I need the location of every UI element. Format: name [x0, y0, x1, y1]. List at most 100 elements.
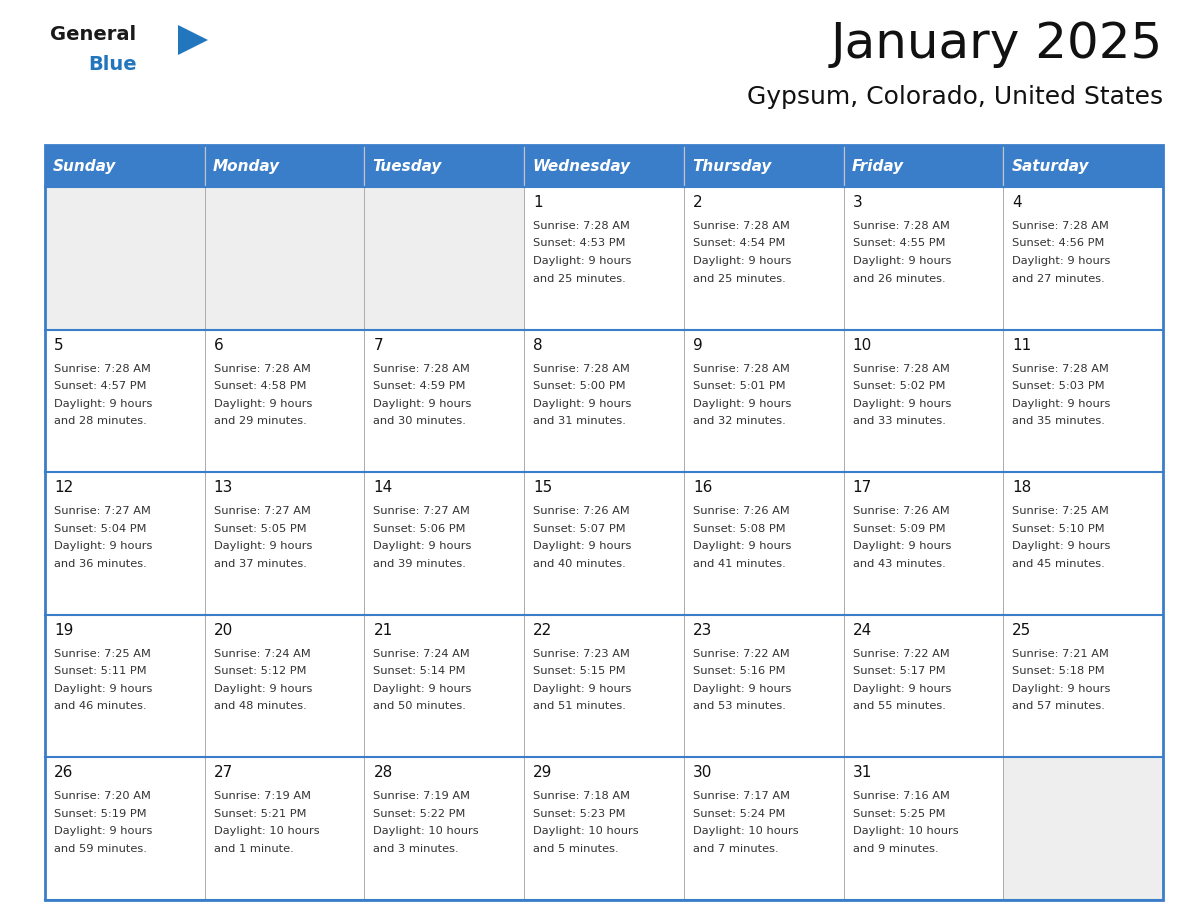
Text: Sunrise: 7:28 AM: Sunrise: 7:28 AM — [693, 221, 790, 231]
Text: Sunset: 5:12 PM: Sunset: 5:12 PM — [214, 666, 307, 677]
Text: Daylight: 10 hours: Daylight: 10 hours — [853, 826, 959, 836]
Text: and 35 minutes.: and 35 minutes. — [1012, 416, 1105, 426]
Text: and 29 minutes.: and 29 minutes. — [214, 416, 307, 426]
Text: Sunset: 5:25 PM: Sunset: 5:25 PM — [853, 809, 946, 819]
Text: Daylight: 9 hours: Daylight: 9 hours — [533, 542, 632, 551]
Text: Daylight: 9 hours: Daylight: 9 hours — [1012, 398, 1111, 409]
Text: Sunset: 5:06 PM: Sunset: 5:06 PM — [373, 523, 466, 533]
Text: Daylight: 9 hours: Daylight: 9 hours — [53, 398, 152, 409]
Text: Daylight: 9 hours: Daylight: 9 hours — [693, 542, 791, 551]
Text: 24: 24 — [853, 622, 872, 638]
Text: and 57 minutes.: and 57 minutes. — [1012, 701, 1105, 711]
Text: 20: 20 — [214, 622, 233, 638]
FancyBboxPatch shape — [1004, 615, 1163, 757]
Text: Tuesday: Tuesday — [372, 159, 442, 174]
Text: and 41 minutes.: and 41 minutes. — [693, 559, 785, 568]
Text: 17: 17 — [853, 480, 872, 495]
Text: 12: 12 — [53, 480, 74, 495]
FancyBboxPatch shape — [843, 330, 1004, 472]
Text: 19: 19 — [53, 622, 74, 638]
Text: Daylight: 9 hours: Daylight: 9 hours — [693, 684, 791, 694]
Text: and 53 minutes.: and 53 minutes. — [693, 701, 785, 711]
Text: Sunset: 5:22 PM: Sunset: 5:22 PM — [373, 809, 466, 819]
Text: and 9 minutes.: and 9 minutes. — [853, 844, 939, 854]
Text: Sunset: 5:04 PM: Sunset: 5:04 PM — [53, 523, 146, 533]
Text: Daylight: 10 hours: Daylight: 10 hours — [214, 826, 320, 836]
Text: Sunset: 5:05 PM: Sunset: 5:05 PM — [214, 523, 307, 533]
Text: Sunset: 5:24 PM: Sunset: 5:24 PM — [693, 809, 785, 819]
Text: Sunrise: 7:28 AM: Sunrise: 7:28 AM — [533, 221, 630, 231]
Text: and 3 minutes.: and 3 minutes. — [373, 844, 459, 854]
Text: Sunrise: 7:28 AM: Sunrise: 7:28 AM — [1012, 364, 1110, 374]
Text: Wednesday: Wednesday — [532, 159, 631, 174]
Text: Daylight: 9 hours: Daylight: 9 hours — [53, 684, 152, 694]
Text: and 27 minutes.: and 27 minutes. — [1012, 274, 1105, 284]
Text: Sunset: 5:00 PM: Sunset: 5:00 PM — [533, 381, 626, 391]
Text: Daylight: 9 hours: Daylight: 9 hours — [214, 542, 312, 551]
Text: 28: 28 — [373, 766, 393, 780]
Text: Sunrise: 7:24 AM: Sunrise: 7:24 AM — [373, 649, 470, 659]
Text: 21: 21 — [373, 622, 393, 638]
FancyBboxPatch shape — [684, 615, 843, 757]
Text: and 46 minutes.: and 46 minutes. — [53, 701, 146, 711]
Text: Sunrise: 7:25 AM: Sunrise: 7:25 AM — [53, 649, 151, 659]
Text: Daylight: 9 hours: Daylight: 9 hours — [373, 398, 472, 409]
Text: and 25 minutes.: and 25 minutes. — [693, 274, 785, 284]
Text: Sunrise: 7:28 AM: Sunrise: 7:28 AM — [53, 364, 151, 374]
Text: Sunrise: 7:28 AM: Sunrise: 7:28 AM — [533, 364, 630, 374]
Text: and 1 minute.: and 1 minute. — [214, 844, 293, 854]
Text: General: General — [50, 25, 137, 44]
Text: Sunset: 5:19 PM: Sunset: 5:19 PM — [53, 809, 146, 819]
Text: and 7 minutes.: and 7 minutes. — [693, 844, 778, 854]
Text: Sunrise: 7:18 AM: Sunrise: 7:18 AM — [533, 791, 630, 801]
Text: 16: 16 — [693, 480, 713, 495]
Text: Sunrise: 7:28 AM: Sunrise: 7:28 AM — [1012, 221, 1110, 231]
Text: and 40 minutes.: and 40 minutes. — [533, 559, 626, 568]
FancyBboxPatch shape — [365, 145, 524, 187]
Text: Sunrise: 7:20 AM: Sunrise: 7:20 AM — [53, 791, 151, 801]
Text: 2: 2 — [693, 195, 702, 210]
Text: and 45 minutes.: and 45 minutes. — [1012, 559, 1105, 568]
FancyBboxPatch shape — [524, 615, 684, 757]
Text: Sunset: 5:17 PM: Sunset: 5:17 PM — [853, 666, 946, 677]
Text: Blue: Blue — [88, 55, 137, 74]
Text: Daylight: 9 hours: Daylight: 9 hours — [373, 684, 472, 694]
Text: Sunrise: 7:26 AM: Sunrise: 7:26 AM — [693, 506, 790, 516]
Text: Sunrise: 7:27 AM: Sunrise: 7:27 AM — [53, 506, 151, 516]
Text: Sunrise: 7:28 AM: Sunrise: 7:28 AM — [214, 364, 310, 374]
Text: and 32 minutes.: and 32 minutes. — [693, 416, 785, 426]
Text: and 39 minutes.: and 39 minutes. — [373, 559, 467, 568]
Text: Sunrise: 7:27 AM: Sunrise: 7:27 AM — [373, 506, 470, 516]
Text: 4: 4 — [1012, 195, 1022, 210]
Text: 10: 10 — [853, 338, 872, 353]
FancyBboxPatch shape — [843, 472, 1004, 615]
Text: Daylight: 9 hours: Daylight: 9 hours — [214, 684, 312, 694]
Text: Sunset: 5:14 PM: Sunset: 5:14 PM — [373, 666, 466, 677]
FancyBboxPatch shape — [1004, 472, 1163, 615]
Text: 7: 7 — [373, 338, 383, 353]
Text: Daylight: 9 hours: Daylight: 9 hours — [853, 256, 950, 266]
Text: 22: 22 — [533, 622, 552, 638]
Text: Sunset: 4:59 PM: Sunset: 4:59 PM — [373, 381, 466, 391]
Text: Daylight: 10 hours: Daylight: 10 hours — [373, 826, 479, 836]
Text: Sunset: 4:55 PM: Sunset: 4:55 PM — [853, 239, 946, 249]
Text: Sunrise: 7:26 AM: Sunrise: 7:26 AM — [853, 506, 949, 516]
FancyBboxPatch shape — [1004, 330, 1163, 472]
Text: 29: 29 — [533, 766, 552, 780]
FancyBboxPatch shape — [524, 187, 684, 330]
FancyBboxPatch shape — [524, 472, 684, 615]
Text: Daylight: 9 hours: Daylight: 9 hours — [853, 684, 950, 694]
Text: and 43 minutes.: and 43 minutes. — [853, 559, 946, 568]
FancyBboxPatch shape — [45, 615, 204, 757]
Text: 18: 18 — [1012, 480, 1031, 495]
Text: 15: 15 — [533, 480, 552, 495]
Text: January 2025: January 2025 — [830, 20, 1163, 68]
Text: and 5 minutes.: and 5 minutes. — [533, 844, 619, 854]
Text: Sunset: 5:03 PM: Sunset: 5:03 PM — [1012, 381, 1105, 391]
Text: and 28 minutes.: and 28 minutes. — [53, 416, 147, 426]
Text: 5: 5 — [53, 338, 64, 353]
Text: Daylight: 9 hours: Daylight: 9 hours — [53, 826, 152, 836]
Text: Sunset: 4:54 PM: Sunset: 4:54 PM — [693, 239, 785, 249]
Text: Sunset: 5:18 PM: Sunset: 5:18 PM — [1012, 666, 1105, 677]
Text: Sunset: 5:07 PM: Sunset: 5:07 PM — [533, 523, 626, 533]
